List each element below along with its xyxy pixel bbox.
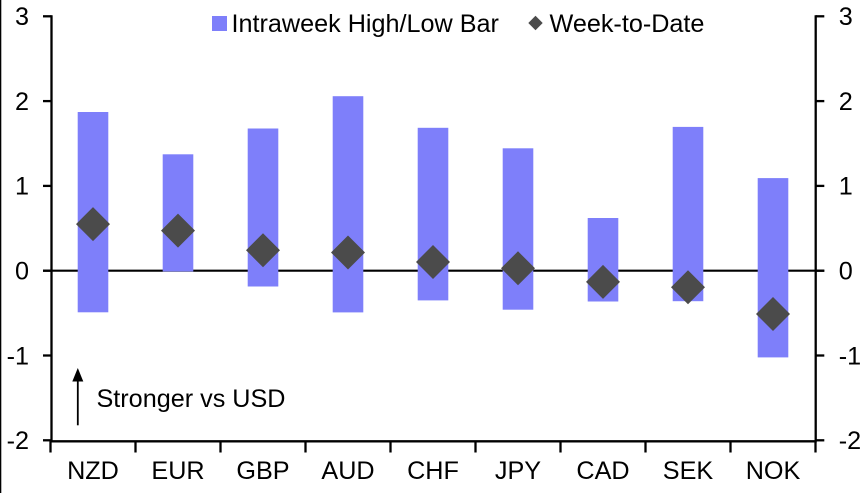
- svg-text:Intraweek High/Low Bar: Intraweek High/Low Bar: [232, 10, 499, 38]
- svg-text:1: 1: [15, 173, 29, 201]
- svg-text:CAD: CAD: [576, 457, 629, 485]
- svg-text:JPY: JPY: [495, 457, 541, 485]
- svg-text:Stronger vs USD: Stronger vs USD: [97, 385, 286, 413]
- svg-text:AUD: AUD: [321, 457, 374, 485]
- svg-text:3: 3: [15, 3, 29, 31]
- svg-text:Week-to-Date: Week-to-Date: [550, 10, 705, 38]
- svg-text:2: 2: [15, 88, 29, 116]
- svg-text:-2: -2: [7, 427, 29, 455]
- svg-text:NOK: NOK: [746, 457, 801, 485]
- svg-text:-1: -1: [7, 342, 29, 370]
- svg-text:0: 0: [15, 258, 29, 286]
- svg-text:-2: -2: [839, 427, 861, 455]
- svg-text:CHF: CHF: [407, 457, 459, 485]
- svg-text:NZD: NZD: [67, 457, 119, 485]
- svg-text:2: 2: [839, 88, 853, 116]
- svg-text:EUR: EUR: [151, 457, 204, 485]
- svg-text:0: 0: [839, 258, 853, 286]
- svg-text:SEK: SEK: [663, 457, 714, 485]
- svg-text:3: 3: [839, 3, 853, 31]
- svg-text:1: 1: [839, 173, 853, 201]
- svg-text:-1: -1: [839, 342, 861, 370]
- svg-text:GBP: GBP: [236, 457, 289, 485]
